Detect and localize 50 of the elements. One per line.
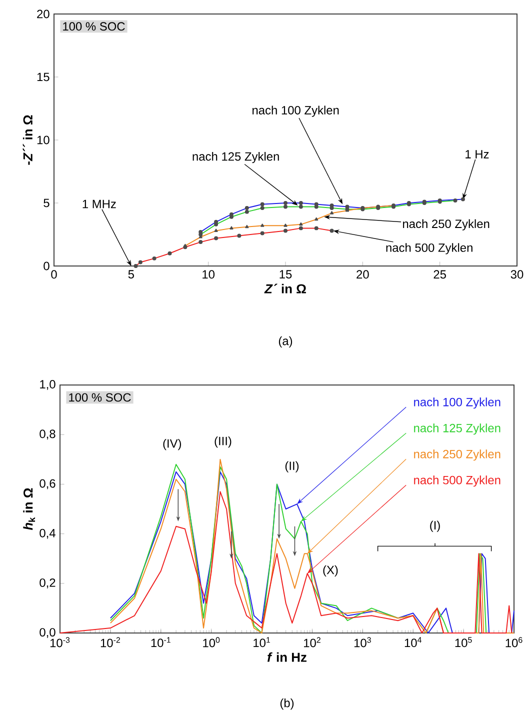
x-tick-label: 10 [202, 270, 215, 279]
y-tick-label: 0,8 [40, 430, 56, 440]
x-tick-label: 10$^{3}$ [354, 637, 371, 648]
y-tick-label: 0 [44, 262, 50, 270]
x-tick-label: 20 [356, 270, 369, 279]
y-tick-label: 20 [37, 10, 50, 18]
annotation: 100 % SOC [69, 393, 131, 402]
x-tick-label: 10$^{-3}$ [50, 637, 70, 648]
annotation: 100 % SOC [63, 22, 125, 31]
y-tick-label: 0,0 [40, 628, 56, 638]
y-tick-label: 0,2 [40, 578, 56, 588]
annotation: 1 MHz [82, 200, 116, 208]
x-tick-label: 10$^{6}$ [506, 637, 522, 648]
x-tick-label: 25 [434, 270, 446, 279]
y-tick-label: 1,0 [40, 380, 56, 390]
annotation: (III) [214, 436, 232, 448]
annotation: (II) [285, 461, 299, 472]
y-axis-title: -Z´´ in Ω [22, 115, 32, 165]
text: nach 125 Zyklen [414, 424, 500, 435]
x-tick-label: 30 [510, 270, 524, 279]
x-axis-title: Z´ in Ω [264, 284, 306, 294]
text: nach 250 Zyklen [414, 450, 500, 461]
x-tick-label: 10$^{5}$ [455, 637, 472, 648]
x-tick-label: 10$^{-2}$ [100, 637, 120, 648]
text: nach 500 Zyklen [414, 476, 500, 487]
annotation: nach 500 Zyklen [386, 243, 472, 254]
annotation: (IV) [163, 438, 182, 450]
x-tick-label: 10$^{4}$ [404, 637, 422, 648]
annotation: nach 250 Zyklen [403, 219, 490, 230]
y-tick-label: 5 [44, 198, 50, 208]
annotation: (I) [430, 520, 440, 532]
y-tick-label: 10 [37, 136, 50, 144]
y-tick-label: 0,6 [40, 479, 56, 490]
x-axis-title: f in Hz [268, 652, 306, 662]
y-tick-label: 15 [37, 72, 50, 82]
y-axis-title: h$_{k}$ in Ω [23, 488, 36, 530]
x-tick-label: 10$^{1}$ [254, 637, 270, 648]
text: (b) [280, 698, 294, 710]
annotation: (X) [323, 565, 338, 577]
x-tick-label: 10$^{-1}$ [151, 637, 170, 648]
annotation: 1 Hz [466, 150, 489, 158]
x-tick-label: 5 [128, 270, 134, 279]
text: nach 100 Zyklen [414, 398, 500, 409]
x-tick-label: 10$^{0}$ [203, 637, 220, 648]
x-tick-label: 15 [280, 270, 292, 279]
x-tick-label: 10$^{2}$ [304, 637, 320, 648]
text: (a) [278, 336, 292, 348]
annotation: nach 125 Zyklen [192, 152, 279, 164]
y-tick-label: 0,4 [40, 528, 56, 539]
annotation: nach 100 Zyklen [252, 106, 339, 117]
